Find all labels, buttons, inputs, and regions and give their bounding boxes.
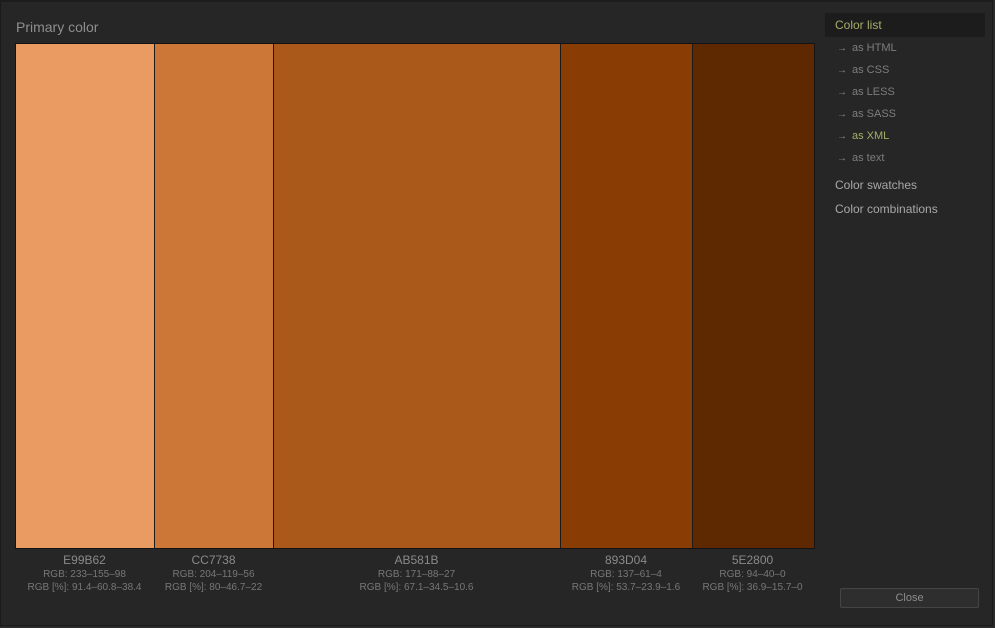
sidebar-item-label: as XML (852, 130, 890, 142)
rgb-percent-value: RGB [%]: 36.9–15.7–0 (702, 582, 803, 593)
swatch-label-5: 5E2800 RGB: 94–40–0 RGB [%]: 36.9–15.7–0 (692, 553, 813, 594)
sidebar-item-label: as CSS (852, 64, 890, 76)
sidebar: Color list → as HTML → as CSS → as LESS → as… (825, 13, 985, 221)
page-title: Primary color (16, 19, 99, 35)
color-swatch-3 (274, 44, 561, 548)
sidebar-item-text[interactable]: → as text (825, 147, 985, 169)
rgb-value: RGB: 204–119–56 (172, 569, 255, 580)
color-swatch-4 (561, 44, 693, 548)
sidebar-item-css[interactable]: → as CSS (825, 59, 985, 81)
color-swatch-2 (155, 44, 274, 548)
hex-code: CC7738 (191, 553, 236, 567)
arrow-right-icon: → (837, 65, 847, 76)
swatch-label-4: 893D04 RGB: 137–61–4 RGB [%]: 53.7–23.9–… (560, 553, 692, 594)
sidebar-item-color-combinations[interactable]: Color combinations (835, 202, 938, 216)
sidebar-item-less[interactable]: → as LESS (825, 81, 985, 103)
sidebar-item-xml[interactable]: → as XML (825, 125, 985, 147)
sidebar-item-label: as SASS (852, 108, 897, 120)
arrow-right-icon: → (837, 109, 847, 120)
color-swatch-1 (16, 44, 155, 548)
rgb-value: RGB: 94–40–0 (719, 569, 786, 580)
rgb-percent-value: RGB [%]: 53.7–23.9–1.6 (571, 582, 681, 593)
color-swatch-5 (693, 44, 814, 548)
sidebar-item-html[interactable]: → as HTML (825, 37, 985, 59)
close-button[interactable]: Close (840, 588, 979, 608)
hex-code: 893D04 (604, 553, 648, 567)
arrow-right-icon: → (837, 153, 847, 164)
arrow-right-icon: → (837, 87, 847, 98)
rgb-percent-value: RGB [%]: 91.4–60.8–38.4 (27, 582, 142, 593)
swatch-label-3: AB581B RGB: 171–88–27 RGB [%]: 67.1–34.5… (273, 553, 560, 594)
swatch-labels: E99B62 RGB: 233–155–98 RGB [%]: 91.4–60.… (15, 553, 815, 594)
sidebar-item-label: as HTML (852, 42, 897, 54)
arrow-right-icon: → (837, 43, 847, 54)
sidebar-heading-color-list[interactable]: Color list (825, 13, 985, 37)
rgb-value: RGB: 171–88–27 (377, 569, 456, 580)
rgb-percent-value: RGB [%]: 67.1–34.5–10.6 (359, 582, 474, 593)
swatch-strip (15, 43, 815, 549)
sidebar-item-color-swatches[interactable]: Color swatches (835, 178, 918, 192)
arrow-right-icon: → (837, 131, 847, 142)
swatch-label-2: CC7738 RGB: 204–119–56 RGB [%]: 80–46.7–… (154, 553, 273, 594)
rgb-percent-value: RGB [%]: 80–46.7–22 (164, 582, 263, 593)
rgb-value: RGB: 137–61–4 (590, 569, 662, 580)
rgb-value: RGB: 233–155–98 (43, 569, 126, 580)
hex-code: E99B62 (63, 553, 106, 567)
swatch-label-1: E99B62 RGB: 233–155–98 RGB [%]: 91.4–60.… (15, 553, 154, 594)
sidebar-item-sass[interactable]: → as SASS (825, 103, 985, 125)
hex-code: 5E2800 (731, 553, 774, 567)
sidebar-item-label: as LESS (852, 86, 895, 98)
sidebar-item-label: as text (852, 152, 885, 164)
hex-code: AB581B (394, 553, 439, 567)
